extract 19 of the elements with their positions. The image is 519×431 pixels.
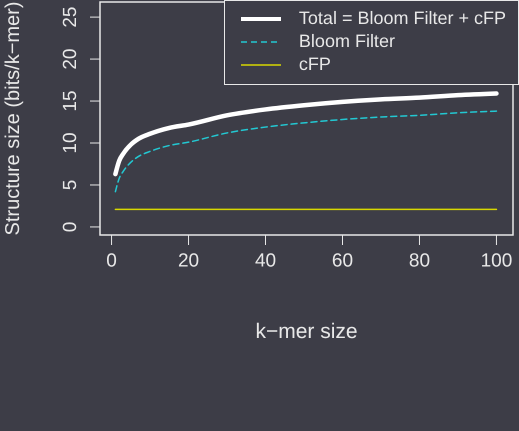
x-axis-title: k−mer size [255,320,358,343]
x-tick-label: 80 [408,250,430,272]
x-tick-label: 100 [480,250,512,272]
x-tick-label: 60 [332,250,354,272]
y-tick-label: 0 [60,222,81,232]
y-tick-label: 20 [60,48,81,70]
y-tick-label: 15 [60,90,81,112]
x-tick-label: 20 [178,250,200,272]
y-tick-label: 25 [60,6,81,28]
x-tick-label: 40 [254,250,276,272]
legend-label: Total = Bloom Filter + cFP [298,8,506,29]
line-series [113,91,499,176]
y-tick-label: 5 [60,180,81,190]
line-series [114,110,498,192]
x-tick-label: 0 [106,250,117,272]
legend-label: cFP [298,54,331,75]
y-tick-label: 10 [60,132,81,154]
legend-label: Bloom Filter [298,31,395,52]
y-axis-title: Structure size (bits/k−mer) [2,2,24,236]
